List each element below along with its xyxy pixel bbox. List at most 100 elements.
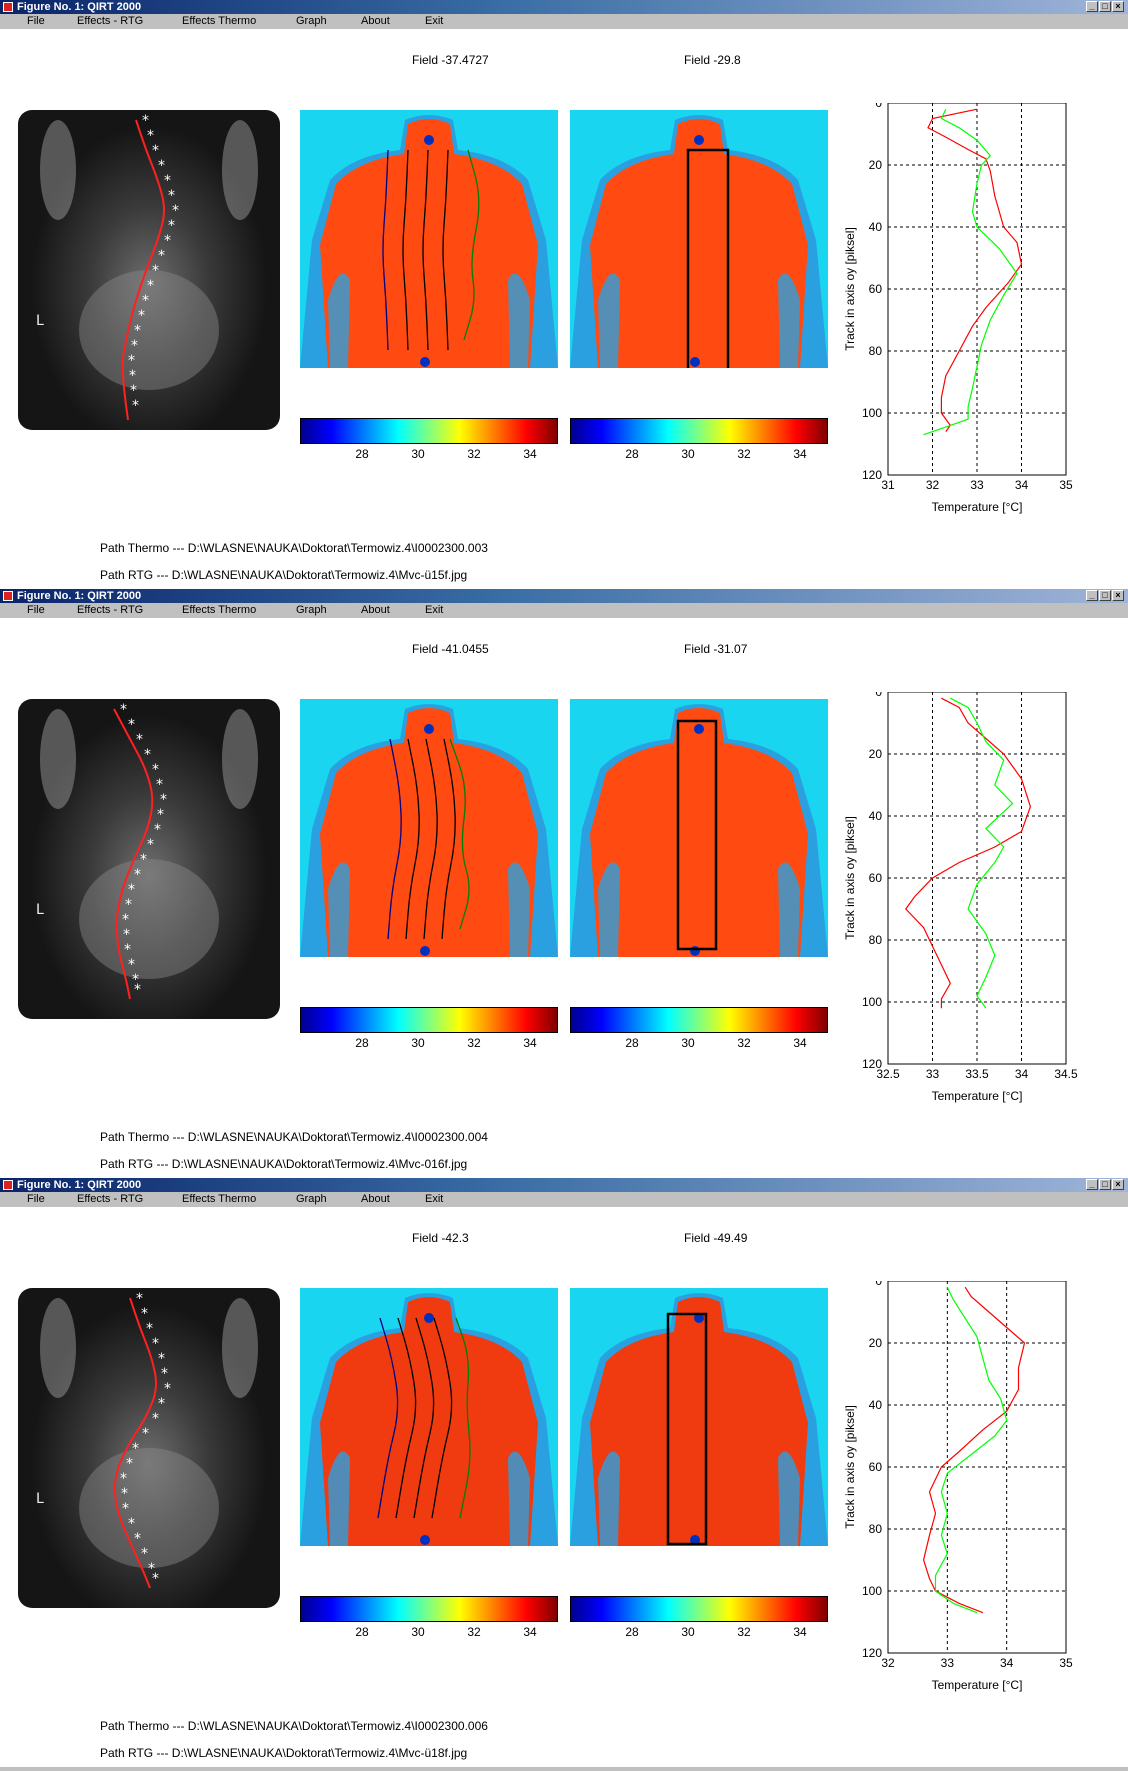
xray-image[interactable]: * * * * * * * * * * * * * * * * * * * * L [18, 699, 280, 1019]
y-tick-label: 100 [862, 995, 882, 1009]
menu-effects-thermo[interactable]: Effects Thermo [182, 1193, 257, 1205]
roi-rectangle [666, 1312, 708, 1546]
menu-bar: File Effects - RTG Effects Thermo Graph … [0, 14, 1128, 29]
thermogram-roi[interactable] [570, 1288, 828, 1546]
field-left-label: Field -37.4727 [412, 53, 489, 67]
colorbar-tick: 30 [411, 1625, 425, 1639]
green-track-line [449, 738, 470, 930]
colorbar-tick: 28 [625, 1625, 639, 1639]
colorbar-left [300, 1007, 558, 1033]
title-bar[interactable]: Figure No. 1: QIRT 2000 _ □ × [0, 1178, 1128, 1192]
vertebra-marker: * [147, 278, 154, 294]
menu-bar: File Effects - RTG Effects Thermo Graph … [0, 603, 1128, 618]
y-axis-label: Track in axis oy [piksel] [843, 227, 857, 351]
menu-exit[interactable]: Exit [425, 15, 444, 27]
thermogram-tracks[interactable] [300, 110, 558, 368]
minimize-icon[interactable]: _ [1086, 1, 1098, 12]
path-rtg: Path RTG --- D:\WLASNE\NAUKA\Doktorat\Te… [100, 1157, 468, 1171]
menu-graph[interactable]: Graph [296, 15, 327, 27]
menu-effects-thermo[interactable]: Effects Thermo [182, 15, 257, 27]
spine-track-line [395, 1317, 417, 1519]
colorbar-tick: 34 [793, 1625, 807, 1639]
spine-track-line [431, 1317, 453, 1519]
window-title: Figure No. 1: QIRT 2000 [17, 590, 142, 602]
thermogram-tracks[interactable] [300, 1288, 558, 1546]
colorbar-tick: 34 [523, 1036, 537, 1050]
figure-window: Figure No. 1: QIRT 2000 _ □ × File Effec… [0, 589, 1128, 1178]
thermogram-roi[interactable] [570, 110, 828, 368]
minimize-icon[interactable]: _ [1086, 1179, 1098, 1190]
title-bar[interactable]: Figure No. 1: QIRT 2000 _ □ × [0, 0, 1128, 14]
series-line [950, 697, 1014, 1009]
x-tick-label: 32.5 [876, 1067, 900, 1081]
colorbar-tick: 30 [681, 1625, 695, 1639]
colorbar-tick: 28 [625, 447, 639, 461]
maximize-icon[interactable]: □ [1099, 1179, 1111, 1190]
vertebra-marker: * [157, 807, 164, 823]
menu-file[interactable]: File [27, 604, 45, 616]
thermogram-tracks[interactable] [300, 699, 558, 957]
menu-effects-rtg[interactable]: Effects - RTG [77, 604, 144, 616]
vertebra-marker: * [142, 1426, 149, 1442]
vertebra-marker: * [122, 1501, 129, 1517]
close-icon[interactable]: × [1112, 1179, 1124, 1190]
series-line [922, 1286, 1026, 1614]
minimize-icon[interactable]: _ [1086, 590, 1098, 601]
y-tick-label: 120 [862, 468, 882, 482]
menu-graph[interactable]: Graph [296, 604, 327, 616]
figure-window: Figure No. 1: QIRT 2000 _ □ × File Effec… [0, 1178, 1128, 1767]
menu-effects-rtg[interactable]: Effects - RTG [77, 1193, 144, 1205]
xray-image[interactable]: * * * * * * * * * * * * * * * * * * * * L [18, 110, 280, 430]
temperature-profile-chart: 32 33 34 35 0 20 40 60 80 100 120 Temperature [°C] T… [843, 1281, 1073, 1692]
series-line [905, 697, 1032, 1009]
x-tick-label: 33 [941, 1656, 955, 1670]
x-tick-label: 32 [926, 478, 940, 492]
menu-about[interactable]: About [361, 15, 390, 27]
vertebra-marker: * [138, 308, 145, 324]
close-icon[interactable]: × [1112, 590, 1124, 601]
menu-about[interactable]: About [361, 1193, 390, 1205]
y-tick-label: 60 [869, 871, 883, 885]
colorbar-tick: 34 [793, 1036, 807, 1050]
figure-window: Figure No. 1: QIRT 2000 _ □ × File Effec… [0, 0, 1128, 589]
maximize-icon[interactable]: □ [1099, 590, 1111, 601]
y-tick-label: 60 [869, 1460, 883, 1474]
menu-graph[interactable]: Graph [296, 1193, 327, 1205]
close-icon[interactable]: × [1112, 1, 1124, 12]
thermogram-roi[interactable] [570, 699, 828, 957]
vertebra-marker: * [164, 1381, 171, 1397]
path-thermo: Path Thermo --- D:\WLASNE\NAUKA\Doktorat… [100, 541, 488, 555]
vertebra-marker: * [122, 912, 129, 928]
field-left-label: Field -41.0455 [412, 642, 489, 656]
maximize-icon[interactable]: □ [1099, 1, 1111, 12]
menu-about[interactable]: About [361, 604, 390, 616]
vertebra-marker: * [152, 1571, 159, 1587]
vertebra-marker: * [123, 927, 130, 943]
vertebra-marker: * [128, 957, 135, 973]
vertebra-marker: * [120, 1471, 127, 1487]
title-bar[interactable]: Figure No. 1: QIRT 2000 _ □ × [0, 589, 1128, 603]
vertebra-marker: * [132, 398, 139, 414]
matlab-figure-icon [3, 2, 13, 12]
colorbar-right [570, 1007, 828, 1033]
vertebra-marker: * [148, 1561, 155, 1577]
vertebra-marker: * [120, 702, 127, 718]
menu-exit[interactable]: Exit [425, 1193, 444, 1205]
vertebra-marker: * [146, 1321, 153, 1337]
menu-exit[interactable]: Exit [425, 604, 444, 616]
y-tick-label: 20 [869, 1336, 883, 1350]
xray-marker: L [36, 1491, 44, 1507]
y-tick-label: 80 [869, 1522, 883, 1536]
menu-effects-rtg[interactable]: Effects - RTG [77, 15, 144, 27]
vertebra-marker: * [134, 323, 141, 339]
menu-file[interactable]: File [27, 15, 45, 27]
vertebra-marker: * [129, 368, 136, 384]
colorbar-tick: 34 [523, 447, 537, 461]
vertebra-marker: * [168, 188, 175, 204]
xray-image[interactable]: * * * * * * * * * * * * * * * * * * * * L [18, 1288, 280, 1608]
menu-effects-thermo[interactable]: Effects Thermo [182, 604, 257, 616]
x-tick-label: 32 [881, 1656, 895, 1670]
menu-file[interactable]: File [27, 1193, 45, 1205]
vertebra-marker: * [158, 158, 165, 174]
vertebra-marker: * [147, 128, 154, 144]
